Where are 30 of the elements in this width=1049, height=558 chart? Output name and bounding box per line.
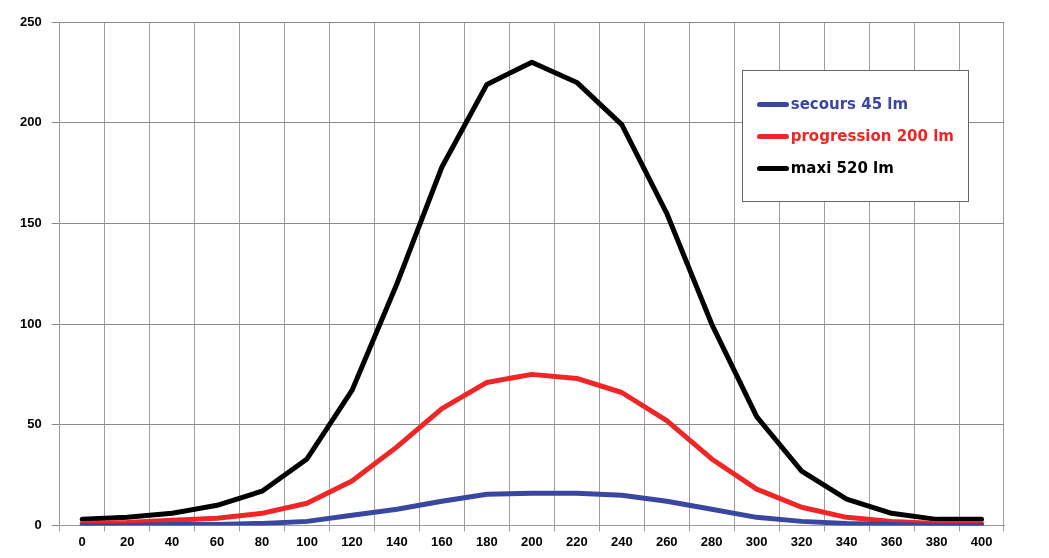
x-tick-label: 160	[431, 533, 453, 549]
x-tick-label: 360	[880, 533, 903, 549]
y-tick-label: 0	[34, 516, 42, 532]
x-tick-label: 200	[520, 533, 543, 549]
legend-label: progression 200 lm	[790, 127, 954, 145]
x-tick-label: 260	[655, 533, 678, 549]
x-tick-label: 20	[119, 533, 135, 549]
x-tick-label: 40	[164, 533, 180, 549]
x-tick-label: 380	[925, 533, 948, 549]
y-tick-label: 250	[19, 13, 42, 29]
x-tick-label: 400	[970, 533, 993, 549]
x-tick-label: 220	[565, 533, 588, 549]
x-tick-label: 80	[254, 533, 270, 549]
x-tick-label: 340	[835, 533, 858, 549]
legend-label: secours 45 lm	[790, 95, 909, 113]
x-tick-label: 140	[386, 533, 408, 549]
y-tick-label: 200	[19, 114, 42, 130]
x-tick-label: 100	[296, 533, 318, 549]
x-tick-label: 280	[700, 533, 723, 549]
legend-label: maxi 520 lm	[790, 159, 894, 177]
x-tick-label: 0	[78, 533, 86, 549]
x-tick-label: 180	[476, 533, 498, 549]
y-tick-label: 150	[19, 214, 42, 230]
y-tick-label: 100	[19, 315, 42, 331]
x-tick-label: 320	[790, 533, 813, 549]
y-tick-label: 50	[27, 416, 42, 432]
x-tick-label: 240	[610, 533, 633, 549]
x-tick-label: 60	[209, 533, 225, 549]
x-tick-label: 120	[341, 533, 363, 549]
x-tick-label: 300	[745, 533, 768, 549]
